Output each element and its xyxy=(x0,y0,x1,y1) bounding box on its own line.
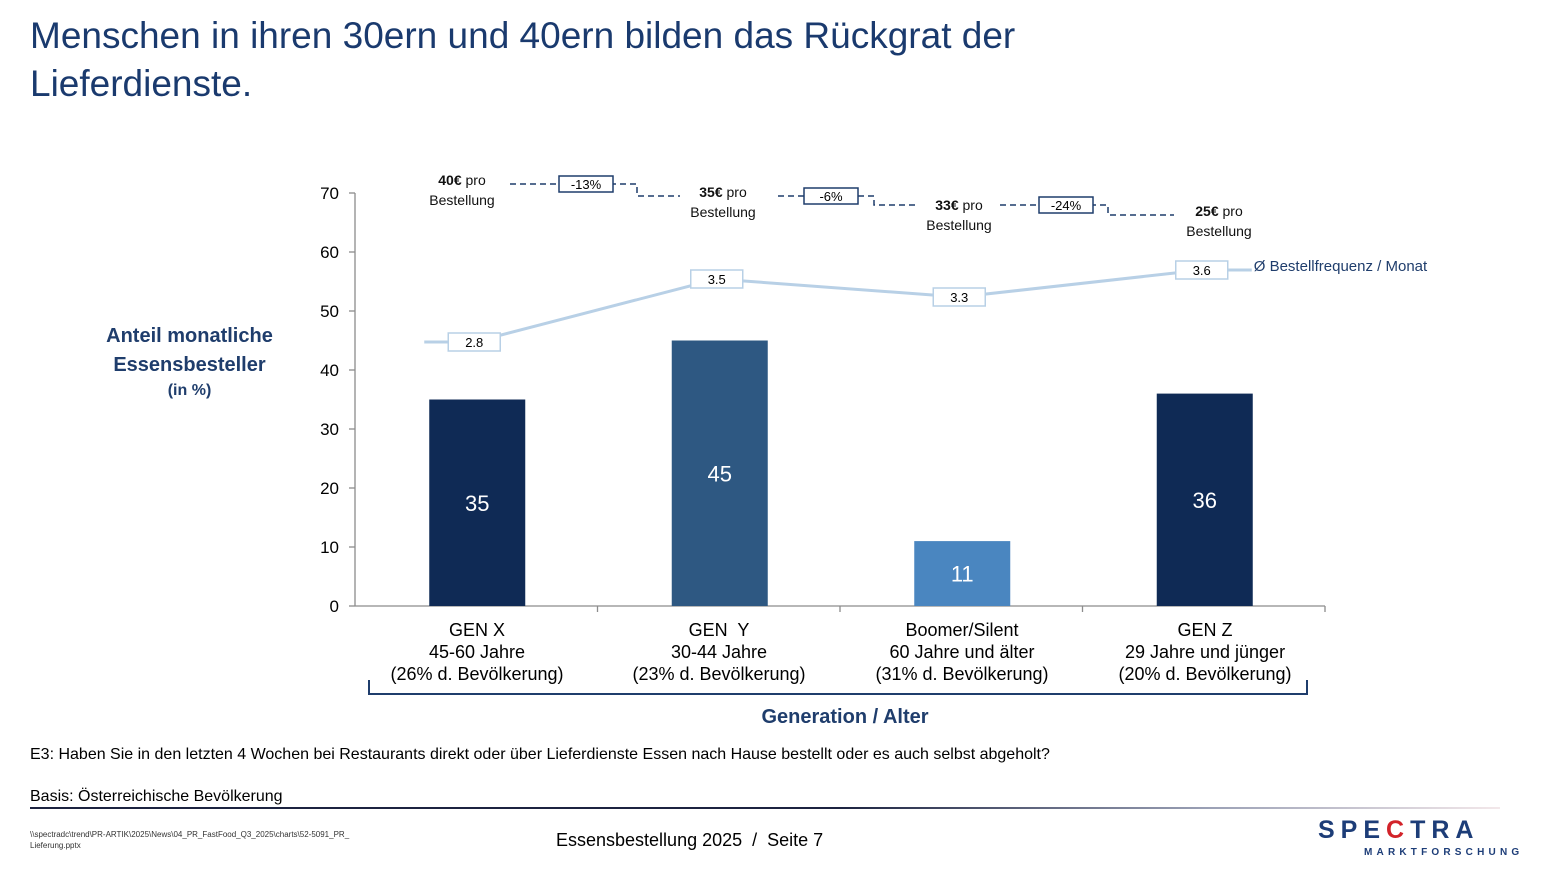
category-name: GEN X xyxy=(448,620,505,640)
price-suffix: pro xyxy=(1222,203,1243,219)
price-unit: Bestellung xyxy=(1186,223,1252,239)
y-axis-title: Anteil monatliche Essensbesteller (in %) xyxy=(92,322,287,402)
logo-accent-arrow: C xyxy=(1386,816,1411,844)
category-age: 30-44 Jahre xyxy=(670,642,768,662)
sample-basis: Basis: Österreichische Bevölkerung xyxy=(30,788,283,805)
category-name: GEN Z xyxy=(1177,620,1233,640)
price-unit: Bestellung xyxy=(926,217,992,233)
logo-subtitle: MARKTFORSCHUNG xyxy=(1364,847,1524,858)
footer-divider xyxy=(30,807,1500,809)
frequency-label-box xyxy=(1175,260,1229,280)
line-legend-label: Ø Bestellfrequenz / Monat xyxy=(1254,258,1428,275)
price-suffix: pro xyxy=(465,172,486,188)
category-label: GEN X 45-60 Jahre (26% d. Bevölkerung) xyxy=(357,619,597,685)
bar xyxy=(429,399,526,606)
price-amount: 25€ xyxy=(1195,203,1219,219)
category-population: (20% d. Bevölkerung) xyxy=(1118,664,1292,684)
price-label: 25€ pro Bestellung xyxy=(1164,201,1274,241)
category-name: Boomer/Silent xyxy=(905,620,1019,640)
logo-part: TRA xyxy=(1410,816,1480,844)
y-tick-label: 40 xyxy=(320,361,339,380)
price-unit: Bestellung xyxy=(690,204,756,220)
slide-title: Menschen in ihren 30ern und 40ern bilden… xyxy=(30,15,1016,104)
category-label: GEN Z 29 Jahre und jünger (20% d. Bevölk… xyxy=(1085,619,1325,685)
price-amount: 33€ xyxy=(935,197,959,213)
price-change-label: -24% xyxy=(1051,198,1082,213)
x-axis-title: Generation / Alter xyxy=(761,706,929,728)
price-amount: 40€ xyxy=(438,172,462,188)
price-amount: 35€ xyxy=(699,184,723,200)
bar xyxy=(671,340,768,606)
y-axis-unit: (in %) xyxy=(167,382,212,399)
category-age: 29 Jahre und jünger xyxy=(1124,642,1286,662)
bar-value-label: 36 xyxy=(1193,488,1217,513)
category-population: (31% d. Bevölkerung) xyxy=(875,664,1049,684)
y-tick-label: 50 xyxy=(320,302,339,321)
y-axis-title-text: Anteil monatliche Essensbesteller xyxy=(106,325,273,376)
category-name: GEN Y xyxy=(688,620,750,640)
frequency-value-label: 3.3 xyxy=(950,290,968,305)
price-suffix: pro xyxy=(962,197,983,213)
y-tick-label: 10 xyxy=(320,538,339,557)
frequency-label-box xyxy=(932,287,986,307)
price-change-box xyxy=(1038,196,1094,214)
y-tick-label: 0 xyxy=(330,597,339,616)
category-population: (23% d. Bevölkerung) xyxy=(632,664,806,684)
category-bracket xyxy=(368,680,1308,695)
category-age: 45-60 Jahre xyxy=(428,642,526,662)
y-tick-label: 60 xyxy=(320,243,339,262)
survey-question: E3: Haben Sie in den letzten 4 Wochen be… xyxy=(30,746,1050,763)
bar-value-label: 35 xyxy=(465,491,489,516)
price-change-box xyxy=(558,175,614,193)
frequency-label-box xyxy=(690,269,744,289)
spectra-logo: SPECTRA MARKTFORSCHUNG xyxy=(1318,816,1528,858)
frequency-line xyxy=(424,268,1252,344)
price-label: 40€ pro Bestellung xyxy=(407,170,517,210)
price-change-box xyxy=(803,187,859,205)
page-footer: Essensbestellung 2025 / Seite 7 xyxy=(556,830,824,850)
frequency-value-label: 2.8 xyxy=(465,335,483,350)
frequency-label-box xyxy=(447,332,501,352)
frequency-value-label: 3.5 xyxy=(708,272,726,287)
frequency-value-label: 3.6 xyxy=(1193,263,1211,278)
bar xyxy=(914,541,1011,606)
bar xyxy=(1156,393,1253,606)
bar-value-label: 11 xyxy=(951,562,974,587)
category-label: GEN Y 30-44 Jahre (23% d. Bevölkerung) xyxy=(599,619,839,685)
logo-part: SPE xyxy=(1318,816,1387,844)
category-label: Boomer/Silent 60 Jahre und älter (31% d.… xyxy=(842,619,1082,685)
price-label: 35€ pro Bestellung xyxy=(668,182,778,222)
y-tick-label: 30 xyxy=(320,420,339,439)
price-unit: Bestellung xyxy=(429,192,495,208)
file-path: \\spectradc\trend\PR-ARTIK\2025\News\04_… xyxy=(30,830,350,850)
price-change-label: -6% xyxy=(819,189,843,204)
price-change-label: -13% xyxy=(571,177,602,192)
y-tick-label: 70 xyxy=(320,184,339,203)
category-age: 60 Jahre und älter xyxy=(889,642,1035,662)
price-suffix: pro xyxy=(726,184,747,200)
category-population: (26% d. Bevölkerung) xyxy=(390,664,564,684)
price-step-connector xyxy=(778,195,918,206)
price-label: 33€ pro Bestellung xyxy=(904,195,1014,235)
logo-wordmark: SPECTRA xyxy=(1318,816,1528,845)
y-tick-label: 20 xyxy=(320,479,339,498)
bar-value-label: 45 xyxy=(708,461,732,486)
